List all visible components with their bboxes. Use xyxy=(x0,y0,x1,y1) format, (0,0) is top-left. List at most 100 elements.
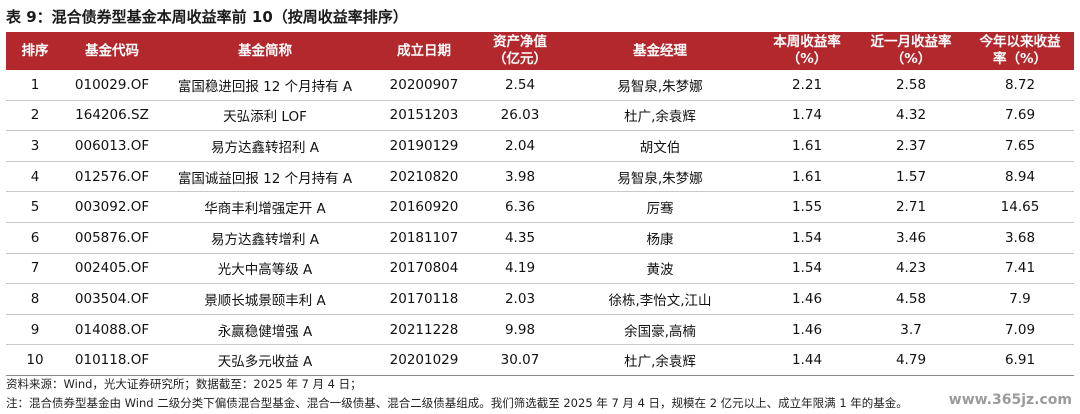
table-cell: 2.54 xyxy=(478,70,562,101)
table-cell: 天弘多元收益 A xyxy=(160,344,370,376)
table-cell: 3.7 xyxy=(856,314,966,346)
table-cell: 1.54 xyxy=(758,253,856,285)
table-cell: 2.58 xyxy=(856,70,966,101)
table-cell: 6 xyxy=(6,222,64,254)
table-cell: 2.37 xyxy=(856,130,966,162)
column-header: 今年以来收益 率（%） xyxy=(966,32,1074,70)
table-header: 排序 基金代码 基金简称 成立日期 资产净值 （亿元） 基金经理 本周收益率 （%） 近一月收… xyxy=(6,32,1074,70)
table-row: 6 005876.OF 易方达鑫转增利 A 20181107 4.35 杨康 1.54 3.4… xyxy=(6,222,1074,254)
table-cell: 1.54 xyxy=(758,222,856,254)
table-cell: 1.61 xyxy=(758,161,856,193)
table-cell: 7.9 xyxy=(966,283,1074,315)
table-cell: 2.21 xyxy=(758,70,856,101)
table-cell: 易智泉,朱梦娜 xyxy=(562,70,758,101)
table-cell: 006013.OF xyxy=(64,130,160,162)
table-cell: 26.03 xyxy=(478,100,562,132)
table-cell: 8.94 xyxy=(966,161,1074,193)
table-cell: 3.68 xyxy=(966,222,1074,254)
table-cell: 7.69 xyxy=(966,100,1074,132)
table-cell: 1.46 xyxy=(758,283,856,315)
table-cell: 杨康 xyxy=(562,222,758,254)
table-body: 1 010029.OF 富国稳进回报 12 个月持有 A 20200907 2.54 易智… xyxy=(6,70,1074,376)
table-row: 2 164206.SZ 天弘添利 LOF 20151203 26.03 杜广,余袁辉 1.7… xyxy=(6,100,1074,132)
column-header: 基金简称 xyxy=(160,32,370,70)
table-cell: 8.72 xyxy=(966,70,1074,101)
table-cell: 2 xyxy=(6,100,64,132)
table-cell: 永赢稳健增强 A xyxy=(160,314,370,346)
table-cell: 20190129 xyxy=(370,130,478,162)
table-cell: 5 xyxy=(6,191,64,223)
table-cell: 杜广,余袁辉 xyxy=(562,100,758,132)
column-header: 成立日期 xyxy=(370,32,478,70)
header-row: 排序 基金代码 基金简称 成立日期 资产净值 （亿元） 基金经理 本周收益率 （%） 近一月收… xyxy=(6,32,1074,70)
table-cell: 富国诚益回报 12 个月持有 A xyxy=(160,161,370,193)
fund-ranking-table: 排序 基金代码 基金简称 成立日期 资产净值 （亿元） 基金经理 本周收益率 （%） 近一月收… xyxy=(6,32,1074,376)
table-cell: 易智泉,朱梦娜 xyxy=(562,161,758,193)
table-cell: 胡文伯 xyxy=(562,130,758,162)
table-row: 8 003504.OF 景顺长城景颐丰利 A 20170118 2.03 徐栋,李怡文,江… xyxy=(6,283,1074,315)
table-cell: 余国豪,高楠 xyxy=(562,314,758,346)
table-cell: 002405.OF xyxy=(64,253,160,285)
table-cell: 2.04 xyxy=(478,130,562,162)
table-cell: 1.74 xyxy=(758,100,856,132)
table-cell: 2.71 xyxy=(856,191,966,223)
table-cell: 2.03 xyxy=(478,283,562,315)
table-cell: 光大中高等级 A xyxy=(160,253,370,285)
table-row: 5 003092.OF 华商丰利增强定开 A 20160920 6.36 厉骞 1.55 2.… xyxy=(6,191,1074,223)
table-cell: 7.65 xyxy=(966,130,1074,162)
table-cell: 3.46 xyxy=(856,222,966,254)
column-header: 本周收益率 （%） xyxy=(758,32,856,70)
column-header: 基金经理 xyxy=(562,32,758,70)
table-cell: 7.41 xyxy=(966,253,1074,285)
table-cell: 厉骞 xyxy=(562,191,758,223)
table-row: 9 014088.OF 永赢稳健增强 A 20211228 9.98 余国豪,高楠 1.46… xyxy=(6,314,1074,346)
table-cell: 1 xyxy=(6,70,64,101)
table-cell: 20170118 xyxy=(370,283,478,315)
table-cell: 20170804 xyxy=(370,253,478,285)
table-cell: 4.23 xyxy=(856,253,966,285)
table-cell: 9.98 xyxy=(478,314,562,346)
table-cell: 20200907 xyxy=(370,70,478,101)
table-row: 7 002405.OF 光大中高等级 A 20170804 4.19 黄波 1.54 4.23… xyxy=(6,253,1074,285)
table-row: 1 010029.OF 富国稳进回报 12 个月持有 A 20200907 2.54 易智… xyxy=(6,70,1074,101)
table-cell: 9 xyxy=(6,314,64,346)
table-cell: 3.98 xyxy=(478,161,562,193)
table-cell: 7.09 xyxy=(966,314,1074,346)
table-cell: 4.79 xyxy=(856,344,966,376)
table-cell: 黄波 xyxy=(562,253,758,285)
table-cell: 易方达鑫转增利 A xyxy=(160,222,370,254)
table-cell: 6.36 xyxy=(478,191,562,223)
table-cell: 富国稳进回报 12 个月持有 A xyxy=(160,70,370,101)
table-cell: 华商丰利增强定开 A xyxy=(160,191,370,223)
table-cell: 易方达鑫转招利 A xyxy=(160,130,370,162)
table-cell: 30.07 xyxy=(478,344,562,376)
table-title: 表 9：混合债券型基金本周收益率前 10（按周收益率排序） xyxy=(6,8,408,26)
table-cell: 7 xyxy=(6,253,64,285)
table-cell: 010029.OF xyxy=(64,70,160,101)
table-cell: 20160920 xyxy=(370,191,478,223)
table-cell: 6.91 xyxy=(966,344,1074,376)
column-header: 近一月收益率 （%） xyxy=(856,32,966,70)
table-cell: 4.58 xyxy=(856,283,966,315)
table-cell: 1.46 xyxy=(758,314,856,346)
source-note: 资料来源：Wind，光大证券研究所；数据截至：2025 年 7 月 4 日； xyxy=(6,377,362,391)
table-cell: 杜广,余袁辉 xyxy=(562,344,758,376)
table-cell: 164206.SZ xyxy=(64,100,160,132)
table-cell: 010118.OF xyxy=(64,344,160,376)
table-cell: 4.32 xyxy=(856,100,966,132)
table-cell: 20151203 xyxy=(370,100,478,132)
table-cell: 10 xyxy=(6,344,64,376)
column-header: 排序 xyxy=(6,32,64,70)
column-header: 资产净值 （亿元） xyxy=(478,32,562,70)
table-cell: 1.55 xyxy=(758,191,856,223)
table-cell: 003092.OF xyxy=(64,191,160,223)
table-cell: 8 xyxy=(6,283,64,315)
table-cell: 1.44 xyxy=(758,344,856,376)
footnote: 注：混合债券型基金由 Wind 二级分类下偏债混合型基金、混合一级债基、混合二级… xyxy=(6,396,908,410)
table-cell: 20181107 xyxy=(370,222,478,254)
table-cell: 徐栋,李怡文,江山 xyxy=(562,283,758,315)
table-cell: 20210820 xyxy=(370,161,478,193)
table-cell: 14.65 xyxy=(966,191,1074,223)
table-cell: 20201029 xyxy=(370,344,478,376)
table-cell: 003504.OF xyxy=(64,283,160,315)
